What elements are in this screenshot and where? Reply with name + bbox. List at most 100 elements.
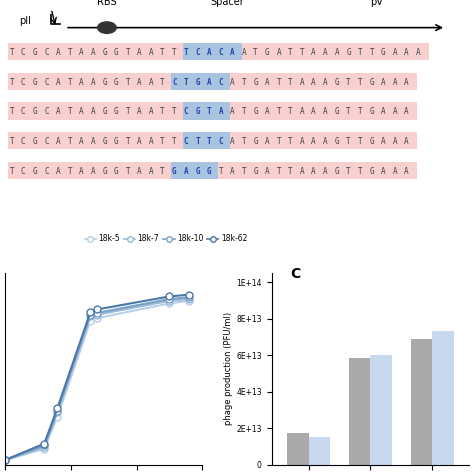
Text: A: A xyxy=(149,78,154,87)
Text: Spacer: Spacer xyxy=(211,0,245,7)
Text: T: T xyxy=(9,108,14,117)
Text: T: T xyxy=(67,48,72,57)
18k-5 xyxy=(55,414,60,419)
Text: A: A xyxy=(404,78,409,87)
Text: T: T xyxy=(9,48,14,57)
Text: C: C xyxy=(172,78,177,87)
Text: A: A xyxy=(323,167,328,176)
Text: A: A xyxy=(300,78,304,87)
18k-62 xyxy=(55,405,60,411)
Text: T: T xyxy=(126,78,130,87)
Text: G: G xyxy=(33,108,37,117)
Text: T: T xyxy=(172,108,177,117)
Text: C: C xyxy=(219,137,223,146)
Text: A: A xyxy=(79,167,84,176)
18k-10 xyxy=(88,312,93,318)
Text: T: T xyxy=(67,78,72,87)
18k-7 xyxy=(186,296,192,302)
Text: C: C xyxy=(44,167,49,176)
Text: A: A xyxy=(56,108,61,117)
18k-5 xyxy=(41,446,47,452)
Text: T: T xyxy=(346,108,351,117)
Text: C: C xyxy=(44,108,49,117)
Text: T: T xyxy=(9,167,14,176)
Line: 18k-10: 18k-10 xyxy=(1,294,193,464)
Text: T: T xyxy=(288,78,293,87)
Text: T: T xyxy=(219,167,223,176)
Text: A: A xyxy=(56,48,61,57)
Text: A: A xyxy=(79,78,84,87)
Text: C: C xyxy=(21,137,26,146)
Text: G: G xyxy=(369,108,374,117)
Text: A: A xyxy=(392,167,397,176)
Text: C: C xyxy=(21,167,26,176)
Text: G: G xyxy=(114,167,118,176)
Text: A: A xyxy=(392,137,397,146)
Text: T: T xyxy=(67,137,72,146)
Text: G: G xyxy=(335,78,339,87)
Text: T: T xyxy=(369,48,374,57)
Text: T: T xyxy=(242,78,246,87)
Text: A: A xyxy=(311,137,316,146)
Text: G: G xyxy=(207,167,211,176)
Bar xyxy=(349,358,370,465)
Text: A: A xyxy=(207,78,211,87)
18k-62 xyxy=(2,457,8,463)
Text: A: A xyxy=(265,167,270,176)
Text: T: T xyxy=(288,167,293,176)
Text: T: T xyxy=(276,167,281,176)
18k-7 xyxy=(2,457,8,463)
Text: C: C xyxy=(290,267,301,282)
18k-10 xyxy=(55,408,60,413)
Text: G: G xyxy=(253,108,258,117)
Text: G: G xyxy=(102,167,107,176)
FancyBboxPatch shape xyxy=(9,102,417,119)
Text: T: T xyxy=(172,137,177,146)
Text: A: A xyxy=(404,48,409,57)
18k-62 xyxy=(186,292,192,298)
Text: pV: pV xyxy=(370,0,383,7)
Line: 18k-7: 18k-7 xyxy=(1,296,193,464)
Text: G: G xyxy=(102,78,107,87)
Text: A: A xyxy=(219,108,223,117)
Text: T: T xyxy=(67,108,72,117)
18k-10 xyxy=(167,296,173,302)
Text: A: A xyxy=(381,108,386,117)
Legend: 18k-5, 18k-7, 18k-10, 18k-62: 18k-5, 18k-7, 18k-10, 18k-62 xyxy=(82,231,250,246)
18k-10 xyxy=(186,294,192,300)
Ellipse shape xyxy=(98,22,116,33)
Text: G: G xyxy=(172,167,177,176)
Text: G: G xyxy=(253,137,258,146)
Text: A: A xyxy=(207,48,211,57)
Text: A: A xyxy=(392,108,397,117)
Text: A: A xyxy=(392,78,397,87)
Text: RBS: RBS xyxy=(97,0,117,7)
Text: A: A xyxy=(323,108,328,117)
Bar xyxy=(309,437,330,465)
Text: C: C xyxy=(44,78,49,87)
Text: A: A xyxy=(79,108,84,117)
Text: T: T xyxy=(346,78,351,87)
Text: A: A xyxy=(392,48,397,57)
18k-7 xyxy=(167,298,173,304)
Text: C: C xyxy=(44,137,49,146)
Text: A: A xyxy=(79,137,84,146)
Text: A: A xyxy=(381,137,386,146)
Text: T: T xyxy=(126,108,130,117)
Text: A: A xyxy=(323,78,328,87)
FancyBboxPatch shape xyxy=(182,132,230,149)
Text: A: A xyxy=(230,167,235,176)
Text: C: C xyxy=(195,48,200,57)
Text: A: A xyxy=(323,48,328,57)
18k-7 xyxy=(94,312,100,318)
Text: T: T xyxy=(288,48,293,57)
Text: A: A xyxy=(404,108,409,117)
Text: A: A xyxy=(265,137,270,146)
Text: A: A xyxy=(149,137,154,146)
Text: A: A xyxy=(311,48,316,57)
Text: A: A xyxy=(404,167,409,176)
18k-5 xyxy=(186,298,192,304)
Text: A: A xyxy=(137,167,142,176)
Text: T: T xyxy=(253,48,258,57)
Text: A: A xyxy=(300,137,304,146)
